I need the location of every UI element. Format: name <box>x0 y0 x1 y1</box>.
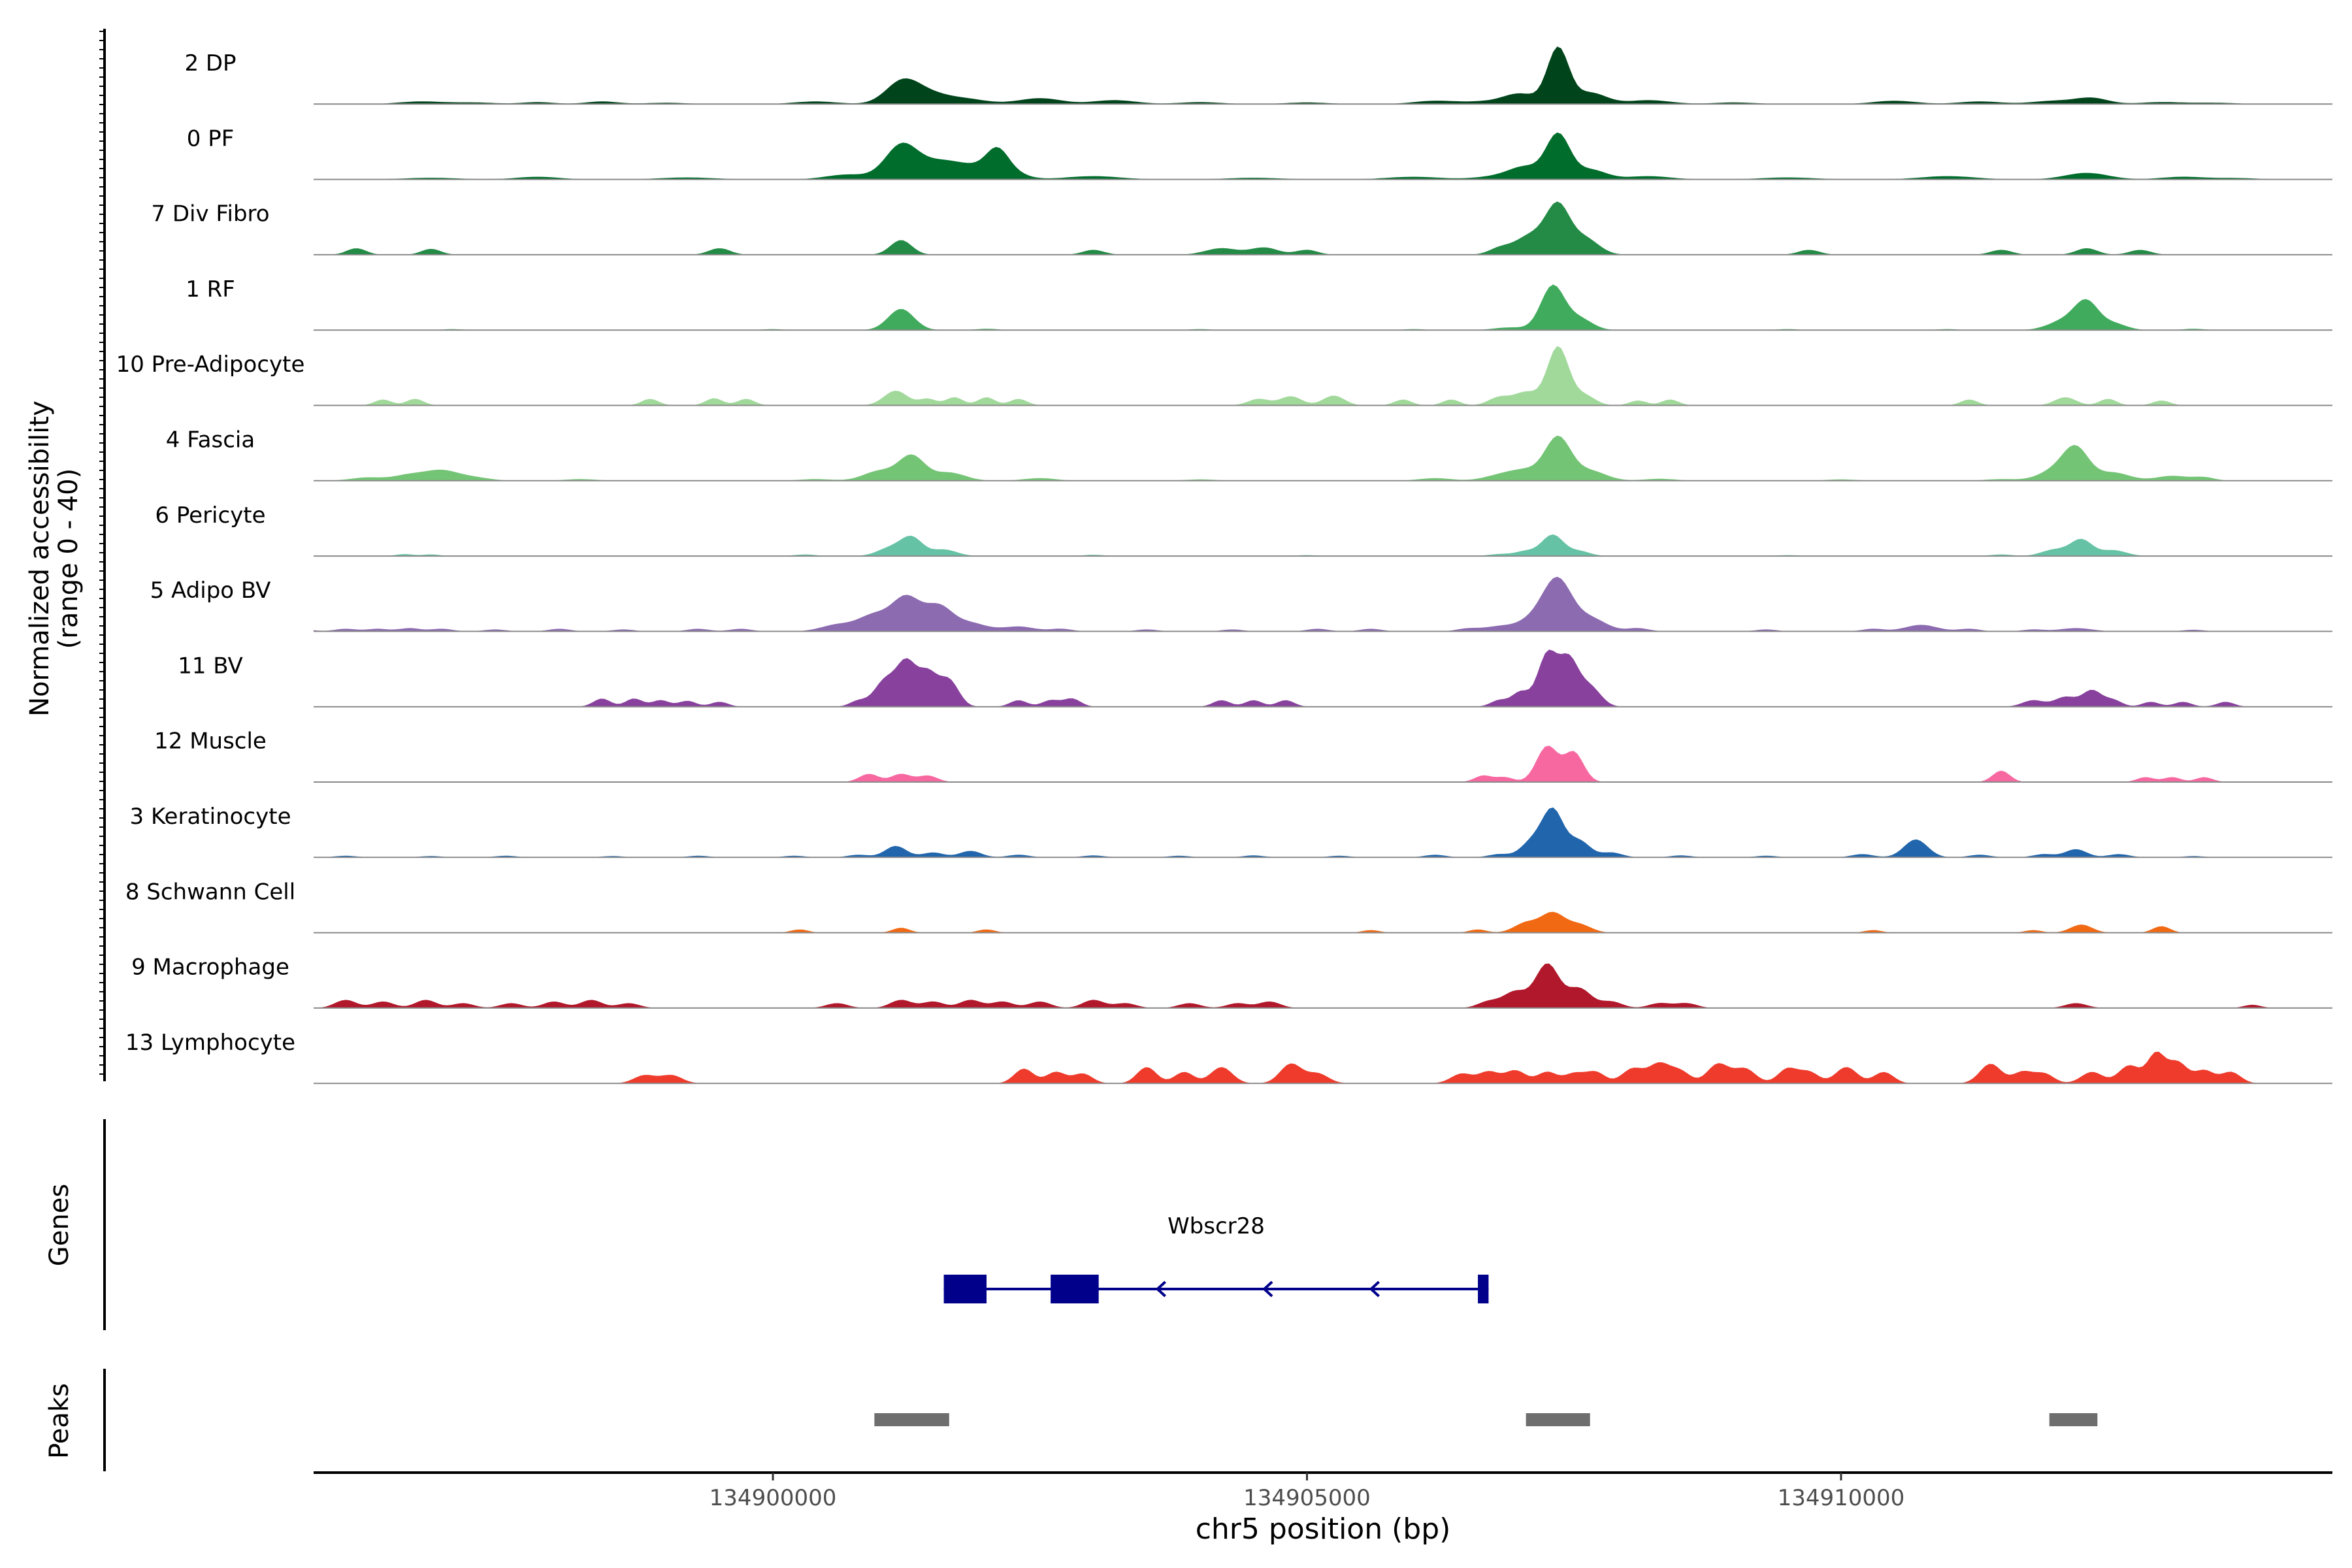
strand-arrow-icon <box>1155 1281 1166 1298</box>
track-label: 11 BV <box>178 653 243 679</box>
track-coverage <box>314 346 2332 406</box>
track-8-schwann-cell: 8 Schwann Cell <box>125 879 2332 934</box>
track-6-pericyte: 6 Pericyte <box>155 502 2332 557</box>
peak-region <box>2049 1413 2098 1426</box>
gene-name-label: Wbscr28 <box>1168 1213 1265 1239</box>
peaks-track-label: Peaks <box>44 1383 74 1459</box>
y-axis-title: Normalized accessibility (range 0 - 40) <box>25 400 84 717</box>
track-coverage <box>314 963 2332 1008</box>
x-tick-label: 134900000 <box>710 1485 837 1511</box>
x-axis-title: chr5 position (bp) <box>1196 1512 1451 1546</box>
track-2-dp: 2 DP <box>184 46 2332 105</box>
track-coverage <box>314 201 2332 255</box>
track-label: 3 Keratinocyte <box>130 804 291 830</box>
y-axis-title-line2: (range 0 - 40) <box>54 468 84 649</box>
track-coverage <box>314 46 2332 105</box>
track-coverage <box>314 132 2332 180</box>
track-label: 1 RF <box>186 276 235 302</box>
y-axis-title-line1: Normalized accessibility <box>25 400 55 717</box>
x-tick-label: 134905000 <box>1243 1485 1371 1511</box>
track-label: 6 Pericyte <box>155 502 265 529</box>
track-4-fascia: 4 Fascia <box>166 427 2332 482</box>
track-1-rf: 1 RF <box>186 276 2332 331</box>
track-9-macrophage: 9 Macrophage <box>131 955 2332 1009</box>
track-10-pre-adipocyte: 10 Pre-Adipocyte <box>116 346 2332 406</box>
gene-exon <box>943 1275 987 1303</box>
peak-region <box>874 1413 949 1426</box>
track-label: 0 PF <box>187 125 235 152</box>
track-coverage <box>314 284 2332 331</box>
track-label: 8 Schwann Cell <box>125 879 295 905</box>
track-coverage <box>314 435 2332 481</box>
x-ticks: 134900000 134905000 134910000 <box>710 1473 1905 1511</box>
genes-panel: Genes Wbscr28 <box>44 1119 1489 1330</box>
track-coverage <box>314 649 2332 707</box>
x-axis: 134900000 134905000 134910000 chr5 positio… <box>314 1471 2332 1546</box>
track-label: 13 Lymphocyte <box>125 1030 295 1056</box>
peaks-panel: Peaks <box>44 1369 2098 1471</box>
track-0-pf: 0 PF <box>187 125 2332 180</box>
track-13-lymphocyte: 13 Lymphocyte <box>125 1030 2332 1085</box>
track-3-keratinocyte: 3 Keratinocyte <box>130 804 2332 858</box>
gene-exon <box>1051 1275 1099 1303</box>
peak-region <box>1526 1413 1590 1426</box>
track-coverage <box>314 576 2332 632</box>
strand-arrow-icon <box>1369 1281 1380 1298</box>
track-coverage <box>314 534 2332 557</box>
track-label: 10 Pre-Adipocyte <box>116 351 305 378</box>
track-5-adipo-bv: 5 Adipo BV <box>150 576 2332 632</box>
gene-model <box>943 1275 1489 1303</box>
track-label: 2 DP <box>184 50 236 76</box>
track-label: 12 Muscle <box>154 728 267 755</box>
track-label: 9 Macrophage <box>131 955 289 981</box>
track-label: 5 Adipo BV <box>150 578 271 604</box>
x-tick-label: 134910000 <box>1778 1485 1905 1511</box>
track-coverage <box>314 807 2332 858</box>
track-11-bv: 11 BV <box>178 649 2332 708</box>
y-axis <box>99 29 106 1081</box>
gene-exon <box>1478 1275 1489 1303</box>
track-coverage <box>314 745 2332 782</box>
genes-track-label: Genes <box>44 1184 74 1266</box>
track-label: 7 Div Fibro <box>151 201 269 227</box>
coverage-tracks: 2 DP 0 PF 7 Div Fibro 1 RF 10 Pre-Adipocyte 4… <box>116 46 2332 1085</box>
track-label: 4 Fascia <box>166 427 255 453</box>
strand-arrow-icon <box>1262 1281 1273 1298</box>
track-12-muscle: 12 Muscle <box>154 728 2332 783</box>
track-7-div-fibro: 7 Div Fibro <box>151 201 2332 255</box>
track-coverage <box>314 1051 2332 1084</box>
track-coverage <box>314 911 2332 933</box>
peak-regions <box>874 1413 2098 1426</box>
